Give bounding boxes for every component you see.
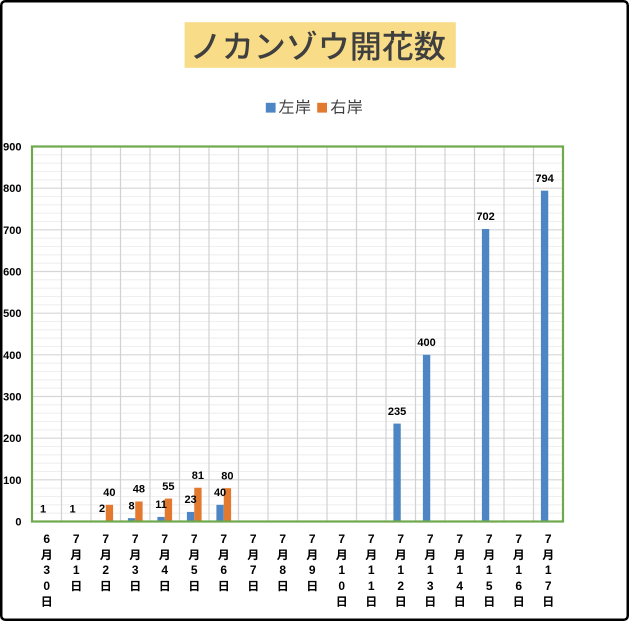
svg-text:7: 7 — [250, 532, 257, 546]
svg-text:400: 400 — [3, 350, 21, 362]
svg-text:794: 794 — [535, 173, 554, 185]
svg-text:7: 7 — [250, 563, 257, 577]
svg-text:1: 1 — [368, 563, 375, 577]
svg-text:1: 1 — [427, 563, 434, 577]
svg-text:40: 40 — [103, 487, 115, 499]
svg-text:7: 7 — [486, 532, 493, 546]
svg-text:7: 7 — [545, 579, 552, 593]
svg-text:8: 8 — [279, 563, 286, 577]
svg-text:702: 702 — [476, 211, 494, 223]
svg-text:7: 7 — [73, 532, 80, 546]
svg-text:6: 6 — [515, 579, 522, 593]
svg-text:900: 900 — [3, 142, 21, 154]
svg-text:7: 7 — [309, 532, 316, 546]
svg-text:7: 7 — [191, 532, 198, 546]
svg-text:0: 0 — [43, 579, 50, 593]
svg-text:3: 3 — [132, 563, 139, 577]
svg-text:40: 40 — [214, 487, 226, 499]
svg-text:1: 1 — [368, 579, 375, 593]
svg-text:80: 80 — [221, 470, 233, 482]
svg-text:7: 7 — [220, 532, 227, 546]
svg-text:500: 500 — [3, 308, 21, 320]
svg-text:7: 7 — [368, 532, 375, 546]
svg-text:4: 4 — [456, 579, 463, 593]
svg-text:9: 9 — [309, 563, 316, 577]
svg-text:55: 55 — [162, 481, 174, 493]
svg-text:0: 0 — [15, 517, 21, 529]
svg-text:200: 200 — [3, 433, 21, 445]
svg-text:3: 3 — [43, 563, 50, 577]
svg-text:7: 7 — [102, 532, 109, 546]
svg-text:7: 7 — [545, 532, 552, 546]
svg-text:6: 6 — [43, 532, 50, 546]
svg-text:600: 600 — [3, 267, 21, 279]
svg-text:1: 1 — [338, 563, 345, 577]
svg-text:235: 235 — [388, 406, 406, 418]
svg-text:7: 7 — [161, 532, 168, 546]
svg-text:7: 7 — [279, 532, 286, 546]
svg-text:7: 7 — [132, 532, 139, 546]
svg-text:7: 7 — [397, 532, 404, 546]
svg-text:5: 5 — [486, 579, 493, 593]
svg-text:11: 11 — [155, 499, 167, 511]
svg-text:1: 1 — [40, 503, 46, 515]
svg-text:4: 4 — [161, 563, 168, 577]
svg-text:300: 300 — [3, 392, 21, 404]
svg-text:6: 6 — [220, 563, 227, 577]
svg-text:7: 7 — [338, 532, 345, 546]
svg-text:0: 0 — [338, 579, 345, 593]
svg-text:1: 1 — [515, 563, 522, 577]
svg-text:5: 5 — [191, 563, 198, 577]
svg-text:700: 700 — [3, 225, 21, 237]
svg-text:100: 100 — [3, 475, 21, 487]
svg-text:1: 1 — [70, 503, 76, 515]
svg-text:800: 800 — [3, 183, 21, 195]
svg-text:1: 1 — [397, 563, 404, 577]
svg-text:400: 400 — [417, 337, 435, 349]
svg-text:2: 2 — [397, 579, 404, 593]
svg-text:2: 2 — [99, 503, 105, 515]
svg-text:7: 7 — [427, 532, 434, 546]
svg-text:7: 7 — [515, 532, 522, 546]
svg-text:8: 8 — [129, 500, 135, 512]
svg-text:1: 1 — [456, 563, 463, 577]
svg-text:81: 81 — [192, 470, 204, 482]
svg-text:48: 48 — [133, 484, 145, 496]
svg-text:1: 1 — [486, 563, 493, 577]
svg-text:2: 2 — [102, 563, 109, 577]
svg-text:1: 1 — [73, 563, 80, 577]
svg-text:7: 7 — [456, 532, 463, 546]
svg-text:23: 23 — [184, 494, 196, 506]
svg-text:3: 3 — [427, 579, 434, 593]
svg-text:1: 1 — [545, 563, 552, 577]
